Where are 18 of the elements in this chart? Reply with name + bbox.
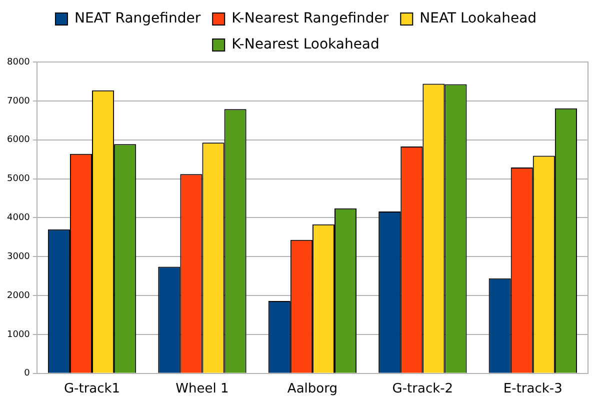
- y-tick-label: 0: [24, 368, 30, 379]
- legend-label: K-Nearest Rangefinder: [232, 10, 389, 27]
- y-tick-label: 6000: [7, 135, 30, 146]
- x-tick-label: E-track-3: [503, 382, 562, 397]
- legend-label: NEAT Rangefinder: [74, 10, 201, 27]
- y-tick-label: 5000: [7, 174, 30, 184]
- y-tick-label: 3000: [7, 252, 30, 262]
- legend-label: NEAT Lookahead: [420, 10, 537, 27]
- x-tick-label: G-track1: [64, 382, 120, 397]
- y-tick-label: 2000: [7, 290, 30, 301]
- y-tick-label: 4000: [7, 213, 30, 224]
- y-tick-label: 8000: [7, 57, 30, 68]
- x-tick-label: Aalborg: [287, 382, 338, 397]
- legend-label: K-Nearest Lookahead: [232, 36, 380, 53]
- y-tick-label: 7000: [7, 96, 30, 106]
- x-tick-label: G-track-2: [392, 382, 454, 397]
- y-tick-label: 1000: [7, 330, 30, 340]
- x-tick-label: Wheel 1: [176, 382, 229, 397]
